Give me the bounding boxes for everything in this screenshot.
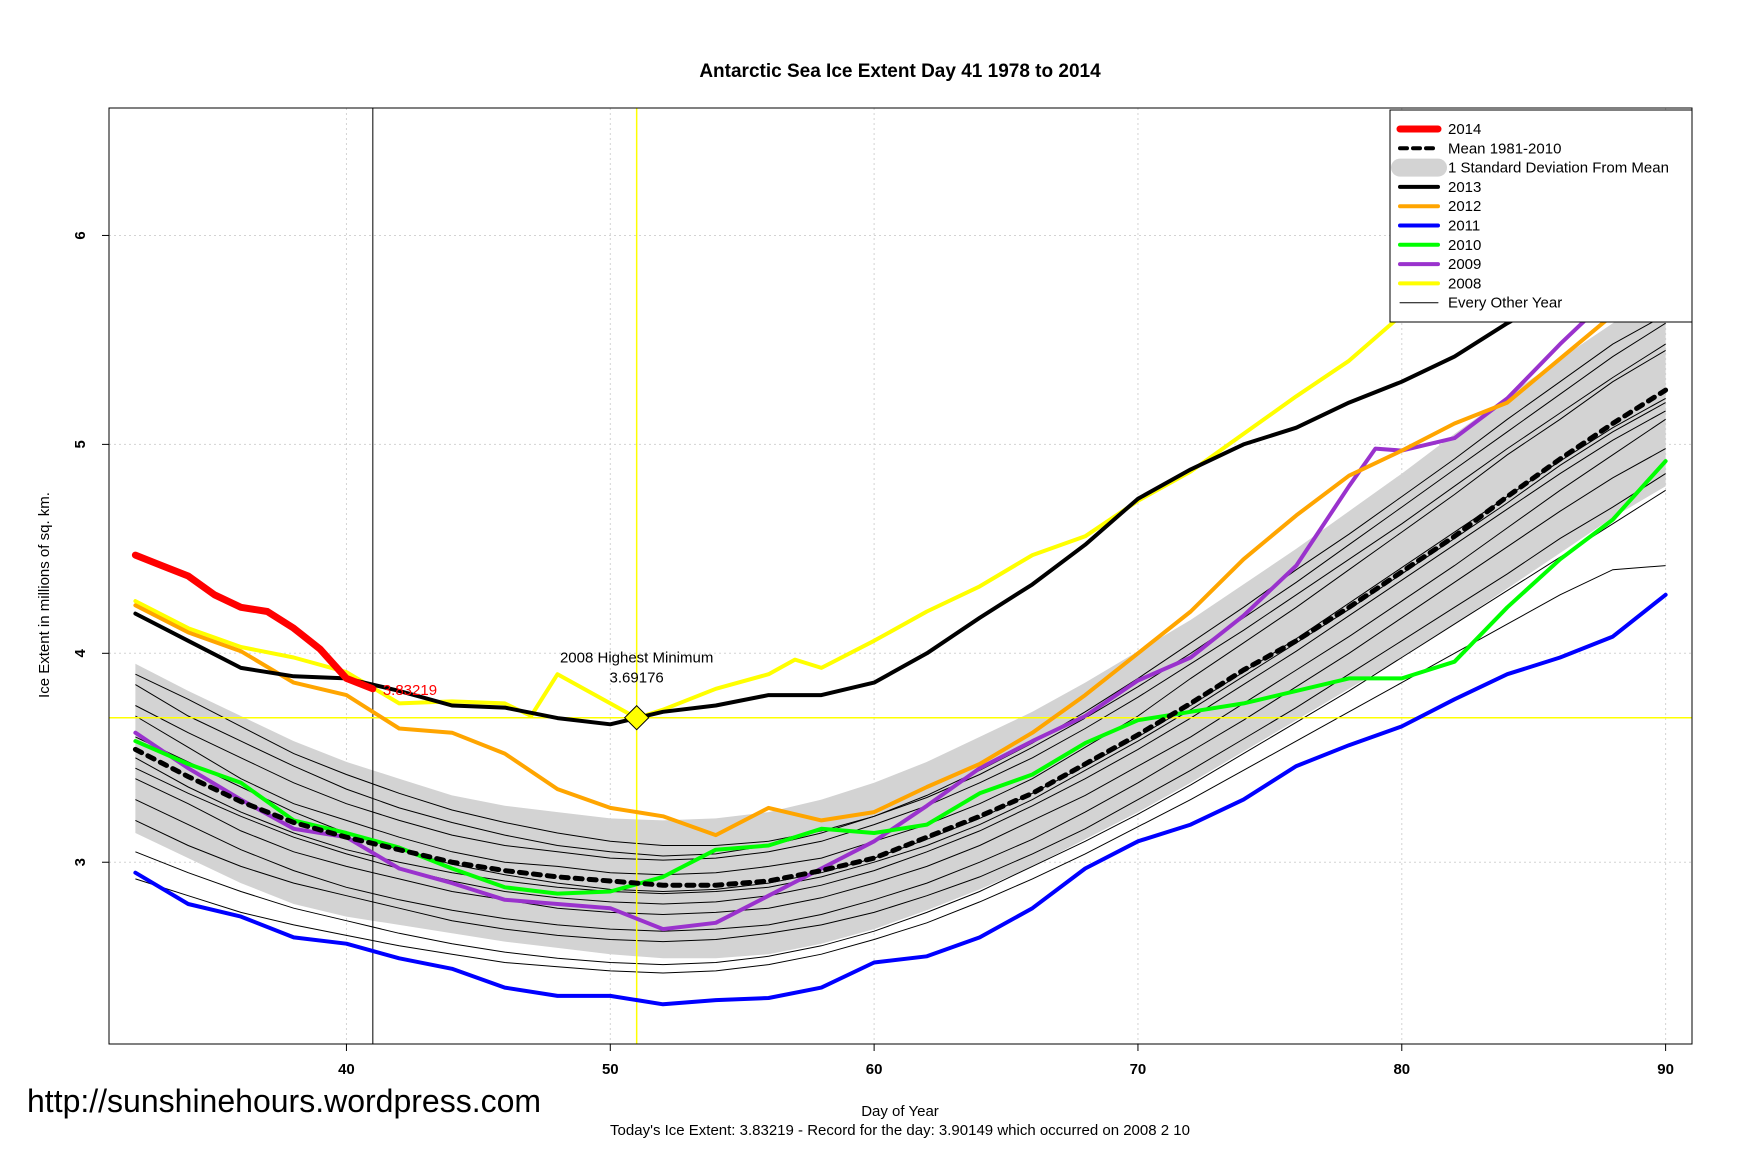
legend-box <box>1389 109 1693 323</box>
today-value-label: 3.83219 <box>383 682 437 699</box>
y-tick-label-1: 4 <box>72 648 89 657</box>
x-tick-label-0: 40 <box>338 1061 355 1078</box>
chart-title: Antarctic Sea Ice Extent Day 41 1978 to … <box>699 61 1101 82</box>
plot-frame <box>108 107 1693 1045</box>
x-tick-label-3: 70 <box>1130 1061 1147 1078</box>
legend-label-0: 2014 <box>1448 121 1481 138</box>
highest-minimum-marker <box>623 704 650 731</box>
x-axis: 40 50 60 70 80 90 <box>338 1044 1674 1078</box>
series-other-year-2 <box>135 314 1666 857</box>
series-other-year-6 <box>135 448 1666 932</box>
series-2011 <box>133 592 1668 1007</box>
series-other-year-3 <box>135 473 1666 943</box>
series-other-year-8 <box>135 489 1666 966</box>
series-mean-1981-2010 <box>132 387 1669 888</box>
y-tick-label-3: 6 <box>72 231 89 239</box>
legend-label-2: 1 Standard Deviation From Mean <box>1448 160 1669 177</box>
series-other-year-11 <box>135 565 1666 974</box>
x-tick-label-5: 90 <box>1657 1061 1674 1078</box>
series-2012 <box>133 291 1668 838</box>
plot-clip <box>109 108 1692 1044</box>
series-other-year-7 <box>135 343 1666 861</box>
legend-label-6: 2010 <box>1448 237 1481 254</box>
y-axis-label: Ice Extent in millions of sq. km. <box>36 492 53 698</box>
x-tick-label-1: 50 <box>602 1061 619 1078</box>
chart-subtitle: Today's Ice Extent: 3.83219 - Record for… <box>610 1122 1190 1139</box>
legend-label-4: 2012 <box>1448 198 1481 215</box>
x-axis-label: Day of Year <box>861 1103 939 1120</box>
series-2010 <box>133 459 1668 896</box>
x-tick-label-4: 80 <box>1393 1061 1410 1078</box>
y-axis: 3 4 5 6 <box>72 231 109 866</box>
legend-label-3: 2013 <box>1448 179 1481 196</box>
series-other-year-9 <box>135 410 1666 905</box>
series-other-year-1 <box>135 418 1666 916</box>
series-other-year-10 <box>135 322 1666 846</box>
plot-area: 2008 Highest Minimum 3.69176 3.83219 <box>108 107 1693 1045</box>
legend-label-9: Every Other Year <box>1448 295 1562 312</box>
highest-minimum-value: 3.69176 <box>610 670 664 687</box>
x-tick-label-2: 60 <box>866 1061 883 1078</box>
series-2008 <box>133 141 1668 721</box>
highest-minimum-title: 2008 Highest Minimum <box>560 650 713 667</box>
legend-label-5: 2011 <box>1448 218 1480 235</box>
legend-label-8: 2008 <box>1448 275 1481 292</box>
series-other-year-0 <box>135 349 1666 876</box>
series-2013 <box>133 223 1668 727</box>
y-tick-label-0: 3 <box>72 858 89 866</box>
series-2014 <box>131 551 377 693</box>
legend-label-7: 2009 <box>1448 256 1481 273</box>
y-tick-label-2: 5 <box>72 440 89 448</box>
legend-label-1: Mean 1981-2010 <box>1448 140 1561 157</box>
watermark-url: http://sunshinehours.wordpress.com <box>27 1083 541 1119</box>
legend: 2014 Mean 1981-2010 1 Standard Deviation F… <box>1389 109 1693 323</box>
